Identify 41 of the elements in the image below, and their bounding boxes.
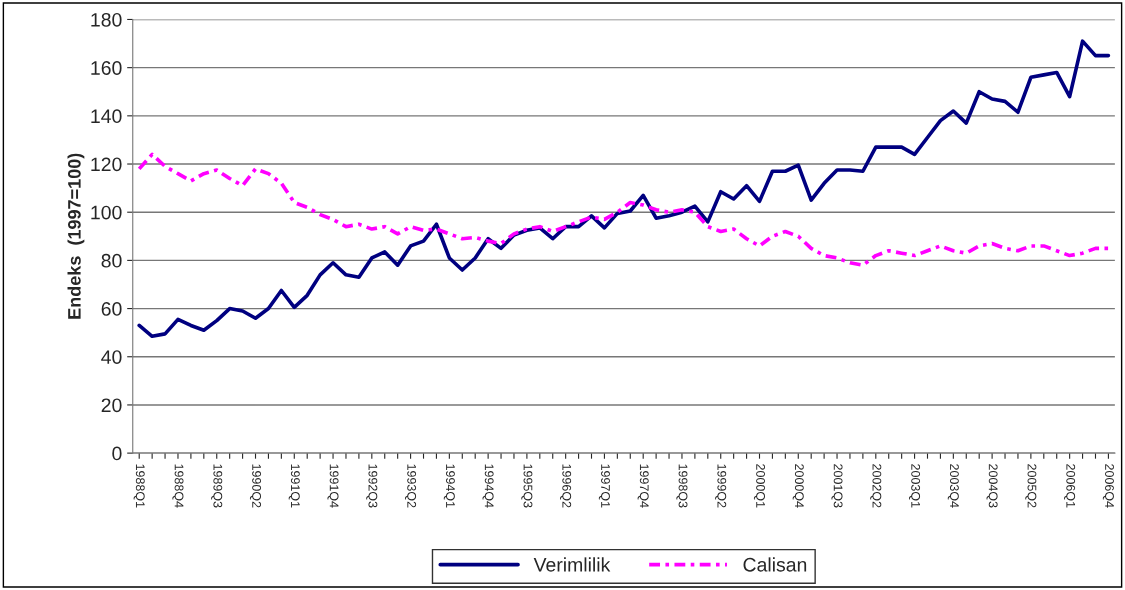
x-tick-label: 1988Q1 [133, 464, 145, 508]
y-tick-label: 140 [91, 109, 122, 124]
x-tick-label: 2002Q2 [870, 464, 882, 508]
x-tick-label: 2006Q4 [1102, 464, 1114, 508]
y-tick-label: 60 [101, 302, 122, 316]
x-tick-label: 2005Q2 [1025, 464, 1037, 508]
x-tick-label: 1989Q3 [211, 464, 223, 508]
x-tick-label: 1991Q1 [288, 464, 300, 508]
y-tick-label: 120 [91, 157, 122, 172]
x-tick-label: 1993Q2 [404, 464, 417, 508]
x-tick-label: 1994Q1 [443, 464, 455, 508]
x-tick-label: 2004Q3 [986, 464, 998, 508]
x-tick-label: 1992Q3 [366, 464, 378, 508]
x-tick-label: 2006Q1 [1064, 464, 1076, 508]
y-axis-title: Endeks (1997=100) [67, 153, 85, 319]
y-tick-label: 40 [101, 350, 122, 364]
x-tick-label: 1997Q4 [637, 464, 649, 508]
y-tick-label: 0 [112, 446, 122, 461]
x-tick-label: 1999Q2 [715, 464, 727, 508]
x-tick-label: 1998Q3 [676, 464, 688, 508]
x-tick-label: 1990Q2 [249, 464, 262, 508]
x-tick-label: 1995Q3 [521, 464, 533, 508]
x-tick-label: 2001Q3 [831, 464, 843, 508]
x-tick-label: 1988Q4 [172, 464, 184, 508]
x-tick-label: 1996Q2 [560, 464, 572, 508]
x-tick-label: 1997Q1 [598, 464, 610, 508]
x-tick-label: 2000Q1 [753, 464, 765, 508]
y-tick-label: 180 [91, 12, 122, 27]
x-tick-label: 2003Q4 [947, 464, 959, 508]
x-tick-label: 1991Q4 [327, 464, 339, 508]
y-tick-label: 80 [101, 253, 122, 268]
x-tick-label: 1994Q4 [482, 464, 494, 508]
legend-label: Verimlilik [533, 557, 611, 572]
x-tick-label: 2003Q1 [908, 464, 921, 508]
line-series [137, 152, 1111, 268]
x-tick-label: 2000Q4 [792, 464, 804, 508]
y-tick-label: 100 [91, 205, 122, 220]
y-tick-label: 160 [91, 61, 122, 75]
legend-label: Calisan [743, 557, 807, 572]
y-tick-label: 20 [101, 398, 122, 413]
line-series [137, 39, 1111, 339]
